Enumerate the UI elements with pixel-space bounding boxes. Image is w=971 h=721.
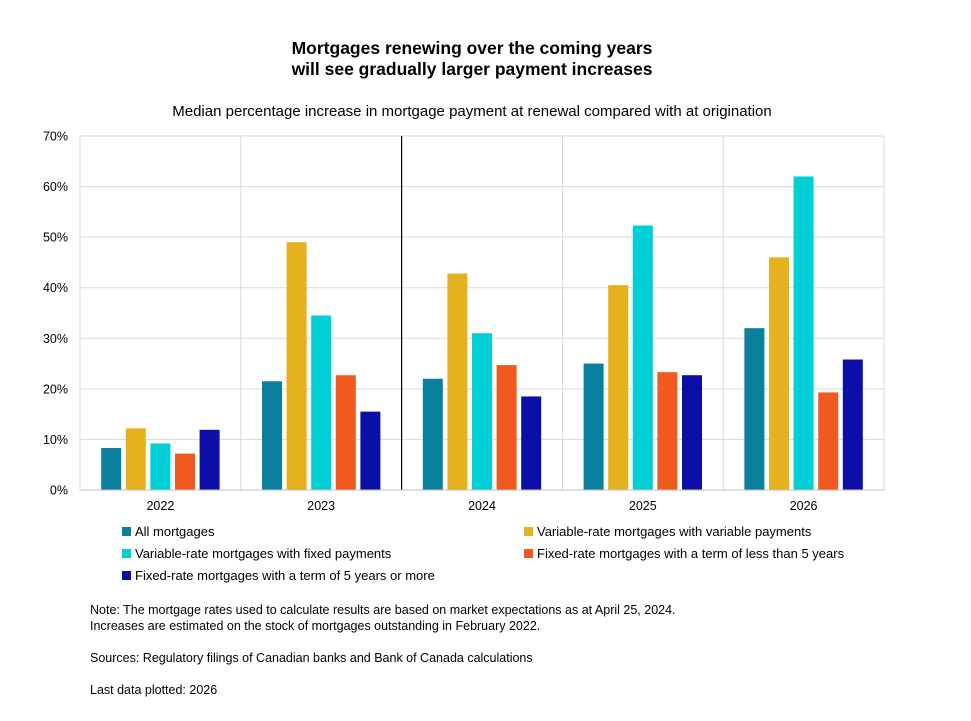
y-tick-label: 40% (43, 281, 68, 295)
note-line-1: Note: The mortgage rates used to calcula… (90, 603, 676, 617)
last-data-note: Last data plotted: 2026 (90, 683, 218, 697)
legend-label: Fixed-rate mortgages with a term of 5 ye… (135, 568, 435, 583)
bar (199, 429, 220, 490)
bar (472, 333, 492, 490)
y-tick-label: 20% (43, 382, 68, 396)
bar (262, 381, 282, 490)
bar (496, 365, 517, 490)
bar (657, 372, 678, 490)
bar (101, 448, 122, 490)
chart-title-line-2: will see gradually larger payment increa… (291, 59, 653, 79)
legend-item-fixed-short: Fixed-rate mortgages with a term of less… (524, 546, 844, 561)
legend-swatch (122, 549, 131, 558)
x-tick-label: 2022 (146, 499, 174, 513)
bar (583, 363, 604, 490)
bar (335, 375, 356, 490)
bar (175, 453, 195, 490)
bar (769, 257, 789, 490)
legend-swatch (122, 527, 131, 536)
bar (682, 375, 702, 490)
bar (125, 428, 146, 490)
legend-item-variable-fixed: Variable-rate mortgages with fixed payme… (122, 546, 391, 561)
y-tick-label: 10% (43, 433, 68, 447)
bar (422, 378, 443, 490)
bar (286, 242, 307, 490)
legend-label: Variable-rate mortgages with variable pa… (537, 524, 812, 539)
bar (360, 411, 381, 490)
chart-notes: Note: The mortgage rates used to calcula… (90, 602, 676, 698)
bar (608, 285, 629, 490)
legend-item-all-mortgages: All mortgages (122, 524, 214, 539)
y-tick-label: 60% (43, 180, 68, 194)
legend-label: Fixed-rate mortgages with a term of less… (537, 546, 845, 561)
bar (632, 225, 653, 491)
x-tick-label: 2023 (307, 499, 335, 513)
y-tick-label: 50% (43, 231, 68, 245)
legend-label: Variable-rate mortgages with fixed payme… (135, 546, 392, 561)
sources-note: Sources: Regulatory filings of Canadian … (90, 651, 533, 665)
legend-swatch (524, 527, 533, 536)
chart-subtitle: Median percentage increase in mortgage p… (172, 103, 772, 120)
y-tick-label: 30% (43, 332, 68, 346)
bar (447, 273, 468, 490)
y-tick-label: 0% (50, 484, 68, 498)
bar (842, 359, 863, 490)
legend-swatch (524, 549, 533, 558)
x-tick-label: 2026 (790, 499, 818, 513)
legend-item-fixed-long: Fixed-rate mortgages with a term of 5 ye… (122, 568, 435, 583)
bar (150, 443, 171, 490)
bar (793, 176, 814, 490)
chart-title: Mortgages renewing over the coming years… (0, 38, 944, 80)
bar (311, 315, 332, 490)
x-tick-label: 2024 (468, 499, 496, 513)
bar (818, 392, 839, 490)
y-tick-label: 70% (43, 130, 68, 144)
x-tick-label: 2025 (629, 499, 657, 513)
bar (744, 328, 765, 490)
legend-item-variable-variable: Variable-rate mortgages with variable pa… (524, 524, 811, 539)
bar (521, 396, 542, 490)
legend-swatch (122, 571, 131, 580)
chart-title-line-1: Mortgages renewing over the coming years (291, 38, 653, 58)
note-line-2: Increases are estimated on the stock of … (90, 619, 541, 633)
legend-label: All mortgages (135, 524, 215, 539)
